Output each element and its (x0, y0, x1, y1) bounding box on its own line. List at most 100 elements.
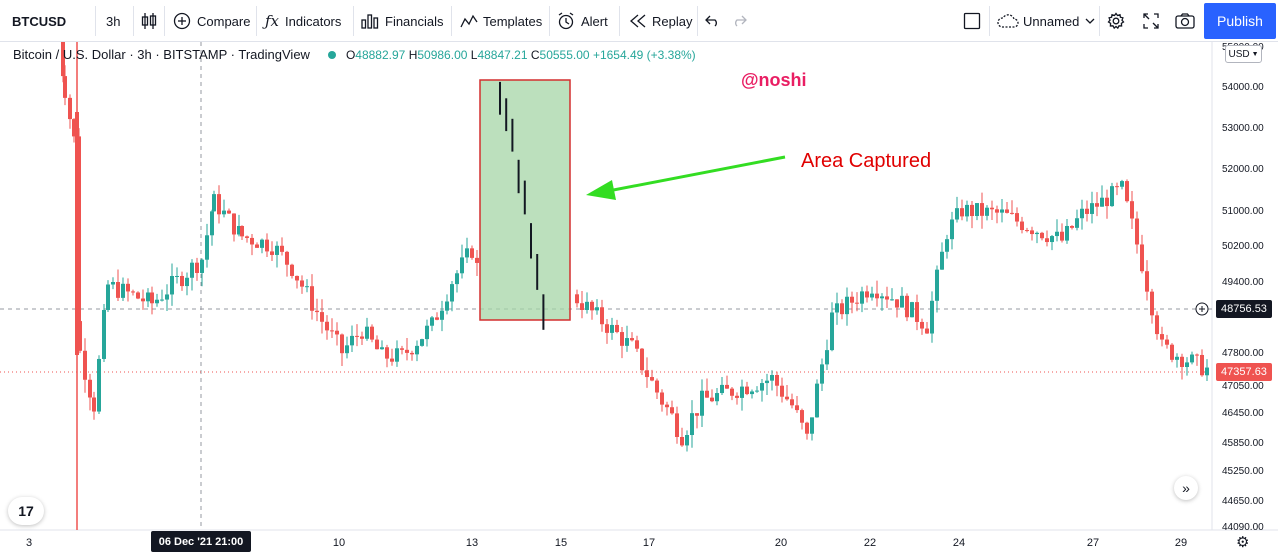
candle-body (865, 291, 869, 298)
tradingview-logo[interactable]: 17 (8, 497, 44, 525)
candle-body (685, 435, 689, 446)
settings-button[interactable] (1107, 0, 1125, 42)
chevron-down-icon (1085, 18, 1095, 24)
candle-body (102, 309, 106, 359)
ohlc-high: 50986.00 (417, 47, 468, 62)
candle-body (415, 345, 419, 355)
candle-body (680, 436, 684, 446)
candle-body (360, 336, 364, 339)
ohlc-low: 48847.21 (477, 47, 528, 62)
candle-body (580, 303, 584, 310)
candle-body (200, 259, 204, 273)
time-tick-label: 24 (953, 537, 965, 549)
candle-body (770, 374, 774, 381)
interval-label: 3h (106, 13, 121, 29)
candle-body (345, 345, 349, 354)
currency-selector[interactable]: USD ▼ (1225, 45, 1262, 63)
replay-button[interactable]: Replay (629, 0, 692, 42)
candle-body (595, 307, 599, 311)
fullscreen-button[interactable] (1143, 0, 1159, 42)
candle-body (175, 275, 179, 277)
time-tick-label: 20 (775, 537, 787, 549)
price-tick-label: 44650.00 (1222, 496, 1264, 507)
candle-body (1120, 181, 1124, 187)
chart-type-button[interactable] (141, 0, 157, 42)
toolbar-divider (1099, 6, 1100, 36)
candle-body (965, 204, 969, 217)
candle-body (141, 298, 145, 302)
indicators-label: Indicators (285, 13, 342, 29)
candle-body (585, 301, 589, 310)
candle-body (895, 299, 899, 308)
chart-pane[interactable]: 55000.0054000.0053000.0052000.0051000.00… (0, 17, 1278, 556)
compare-button[interactable]: Compare (173, 0, 250, 42)
layout-name-dropdown[interactable]: Unnamed (997, 0, 1095, 42)
candle-body (405, 349, 409, 353)
candle-body (745, 386, 749, 395)
alert-button[interactable]: Alert (557, 0, 608, 42)
tv-logo-icon: 17 (18, 503, 34, 519)
candle-body (720, 384, 724, 394)
candle-body (815, 383, 819, 418)
candle-body (905, 295, 909, 318)
candle-body (915, 302, 919, 322)
candle-body (870, 293, 874, 298)
candle-body (111, 282, 115, 285)
chart-legend: Bitcoin / U.S. Dollar · 3h · BITSTAMP · … (13, 47, 696, 62)
chart-settings-button[interactable]: ⚙ (1236, 533, 1249, 551)
undo-button[interactable] (705, 0, 721, 42)
interval-button[interactable]: 3h (106, 0, 120, 42)
candle-body (420, 339, 424, 346)
indicators-button[interactable]: ƒx Indicators (265, 0, 341, 42)
templates-label: Templates (483, 13, 543, 29)
symbol-search[interactable]: BTCUSD (12, 0, 66, 42)
candle-body (730, 388, 734, 396)
candle-body (1075, 218, 1079, 228)
time-tick-label: 29 (1175, 537, 1187, 549)
candle-body (222, 210, 226, 215)
templates-button[interactable]: Templates (460, 0, 542, 42)
layout-button[interactable] (963, 0, 981, 42)
candle-body (460, 257, 464, 274)
candle-body (275, 245, 279, 255)
candle-body (620, 332, 624, 346)
candle-body (1130, 201, 1134, 219)
price-tick-label: 49400.00 (1222, 277, 1264, 288)
candle-body (575, 294, 579, 304)
redo-icon (735, 15, 747, 27)
redo-button[interactable] (731, 0, 747, 42)
candle-body (355, 335, 359, 337)
toolbar-divider (619, 6, 620, 36)
last-price-label: 47357.63 (1216, 363, 1272, 381)
toolbar-divider (133, 6, 134, 36)
candle-body (1140, 244, 1144, 272)
crosshair-time-label: 06 Dec '21 21:00 (151, 531, 251, 552)
price-tick-label: 45250.00 (1222, 466, 1264, 477)
price-tick-label: 53000.00 (1222, 123, 1264, 134)
chart-canvas[interactable]: 55000.0054000.0053000.0052000.0051000.00… (0, 17, 1278, 556)
candle-body (975, 203, 979, 217)
compare-label: Compare (197, 13, 251, 29)
symbol-title[interactable]: Bitcoin / U.S. Dollar · 3h · BITSTAMP · … (13, 47, 310, 62)
financials-button[interactable]: Financials (361, 0, 444, 42)
scroll-to-realtime-button[interactable]: » (1174, 476, 1198, 500)
snapshot-button[interactable] (1175, 0, 1195, 42)
candle-body (185, 277, 189, 287)
price-tick-label: 52000.00 (1222, 164, 1264, 175)
candle-body (990, 207, 994, 210)
candle-body (850, 296, 854, 303)
candle-body (1170, 344, 1174, 360)
candle-body (970, 204, 974, 217)
candle-body (625, 338, 629, 346)
time-tick-label: 3 (26, 537, 32, 549)
candle-body (1135, 218, 1139, 245)
candle-body (1020, 221, 1024, 231)
candle-body (440, 310, 444, 320)
candle-body (785, 396, 789, 400)
time-tick-label: 27 (1087, 537, 1099, 549)
candle-body (375, 339, 379, 350)
candle-body (430, 317, 434, 326)
candle-body (150, 292, 154, 304)
toolbar-divider (549, 6, 550, 36)
publish-button[interactable]: Publish (1204, 3, 1276, 39)
